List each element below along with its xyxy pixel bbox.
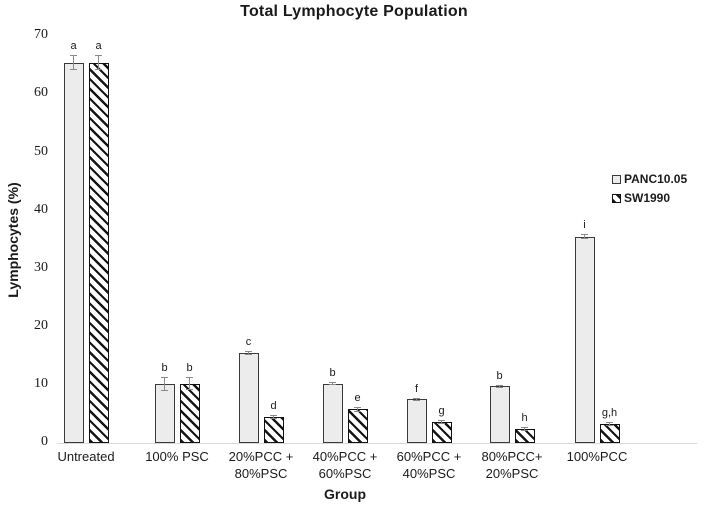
error-bar-whisker xyxy=(164,376,165,391)
error-bar-cap-bottom xyxy=(70,69,77,71)
y-tick-label: 10 xyxy=(34,375,48,391)
bar-PANC10.05-2 xyxy=(238,352,259,443)
error-bar-cap-bottom xyxy=(186,389,193,391)
y-tick-label: 60 xyxy=(34,85,48,101)
significance-label: d xyxy=(270,400,277,413)
legend-label-panc1005: PANC10.05 xyxy=(624,172,688,186)
significance-label: f xyxy=(414,382,419,395)
x-category-label: 20%PCC + xyxy=(228,449,294,464)
error-bar-whisker xyxy=(441,420,442,424)
error-bar-whisker xyxy=(416,397,417,401)
error-bar-cap-top xyxy=(354,406,361,408)
x-category-label: 100% PSC xyxy=(145,449,209,464)
significance-label: b xyxy=(329,367,336,379)
x-axis-title: Group xyxy=(324,486,366,502)
legend-item-sw1990: SW1990 xyxy=(612,191,687,205)
error-bar-whisker xyxy=(98,54,99,71)
error-bar-cap-bottom xyxy=(496,386,503,388)
x-category-label: 40%PCC + xyxy=(312,449,378,464)
error-bar-whisker xyxy=(584,234,585,240)
x-category-label: 60%PCC + xyxy=(396,449,462,464)
significance-label: g,h xyxy=(601,407,618,420)
bar-SW1990-3 xyxy=(347,409,368,443)
error-bar-cap-bottom xyxy=(95,69,102,71)
bar-SW1990-1 xyxy=(179,383,200,443)
bar-SW1990-5 xyxy=(514,429,535,443)
error-bar-cap-top xyxy=(329,382,336,383)
error-bar-cap-top xyxy=(438,420,445,422)
bar-SW1990-0 xyxy=(88,62,109,443)
x-axis-baseline xyxy=(57,443,697,444)
hatch-swatch-icon xyxy=(612,193,621,203)
significance-label: i xyxy=(583,219,586,232)
error-bar-cap-bottom xyxy=(581,238,588,240)
legend-item-panc1005: PANC10.05 xyxy=(612,172,687,186)
legend-label-sw1990: SW1990 xyxy=(624,191,671,205)
x-category-label: 80%PCC+ xyxy=(481,449,543,464)
significance-label: e xyxy=(354,391,361,404)
error-bar-cap-bottom xyxy=(521,429,528,431)
significance-label: h xyxy=(521,412,528,425)
y-tick-label: 30 xyxy=(34,259,48,275)
error-bar-cap-top xyxy=(606,422,613,424)
error-bar-cap-top xyxy=(186,377,193,379)
significance-label: a xyxy=(70,39,77,52)
bar-PANC10.05-1 xyxy=(154,383,175,443)
significance-label: b xyxy=(161,361,168,374)
y-tick-label: 70 xyxy=(34,27,48,43)
solid-swatch-icon xyxy=(612,174,621,184)
error-bar-cap-bottom xyxy=(270,418,277,420)
error-bar-whisker xyxy=(357,406,358,412)
error-bar-whisker xyxy=(524,427,525,431)
error-bar-whisker xyxy=(499,384,500,388)
y-tick-label: 20 xyxy=(34,317,48,333)
significance-label: b xyxy=(186,362,193,375)
significance-label: a xyxy=(95,39,102,52)
x-category-label: 60%PSC xyxy=(318,466,372,481)
x-category-label: 20%PSC xyxy=(485,466,539,481)
error-bar-whisker xyxy=(609,422,610,427)
error-bar-cap-bottom xyxy=(413,399,420,401)
x-category-label: 100%PCC xyxy=(566,449,628,464)
y-tick-label: 40 xyxy=(34,201,48,217)
x-category-label: Untreated xyxy=(57,449,115,464)
x-category-label: 80%PSC xyxy=(234,466,288,481)
error-bar-cap-top xyxy=(70,54,77,56)
chart-title: Total Lymphocyte Population xyxy=(240,3,468,20)
significance-label: g xyxy=(438,405,445,418)
error-bar-cap-top xyxy=(245,351,252,353)
error-bar-cap-top xyxy=(521,427,528,429)
error-bar-cap-bottom xyxy=(354,410,361,412)
error-bar-cap-bottom xyxy=(245,353,252,355)
error-bar-whisker xyxy=(273,415,274,420)
error-bar-cap-bottom xyxy=(329,384,336,386)
error-bar-whisker xyxy=(332,382,333,386)
error-bar-cap-top xyxy=(413,397,420,399)
y-tick-label: 0 xyxy=(41,434,48,449)
bar-SW1990-2 xyxy=(263,417,284,443)
error-bar-whisker xyxy=(248,351,249,355)
error-bar-cap-top xyxy=(581,234,588,236)
error-bar-cap-top xyxy=(161,376,168,378)
y-axis-label: Lymphocytes (%) xyxy=(5,182,21,298)
bar-SW1990-4 xyxy=(431,422,452,443)
error-bar-cap-top xyxy=(496,384,503,386)
error-bar-whisker xyxy=(189,377,190,391)
y-tick-label: 50 xyxy=(34,143,48,159)
x-category-label: 40%PSC xyxy=(402,466,456,481)
error-bar-cap-bottom xyxy=(161,389,168,391)
legend: PANC10.05 SW1990 xyxy=(612,172,687,205)
error-bar-cap-top xyxy=(95,54,102,56)
significance-label: b xyxy=(496,369,503,382)
bar-SW1990-6 xyxy=(599,424,620,443)
error-bar-whisker xyxy=(73,54,74,71)
error-bar-cap-top xyxy=(270,415,277,417)
error-bar-cap-bottom xyxy=(438,422,445,424)
significance-label: c xyxy=(245,336,252,349)
error-bar-cap-bottom xyxy=(606,425,613,427)
bar-PANC10.05-0 xyxy=(63,62,84,443)
